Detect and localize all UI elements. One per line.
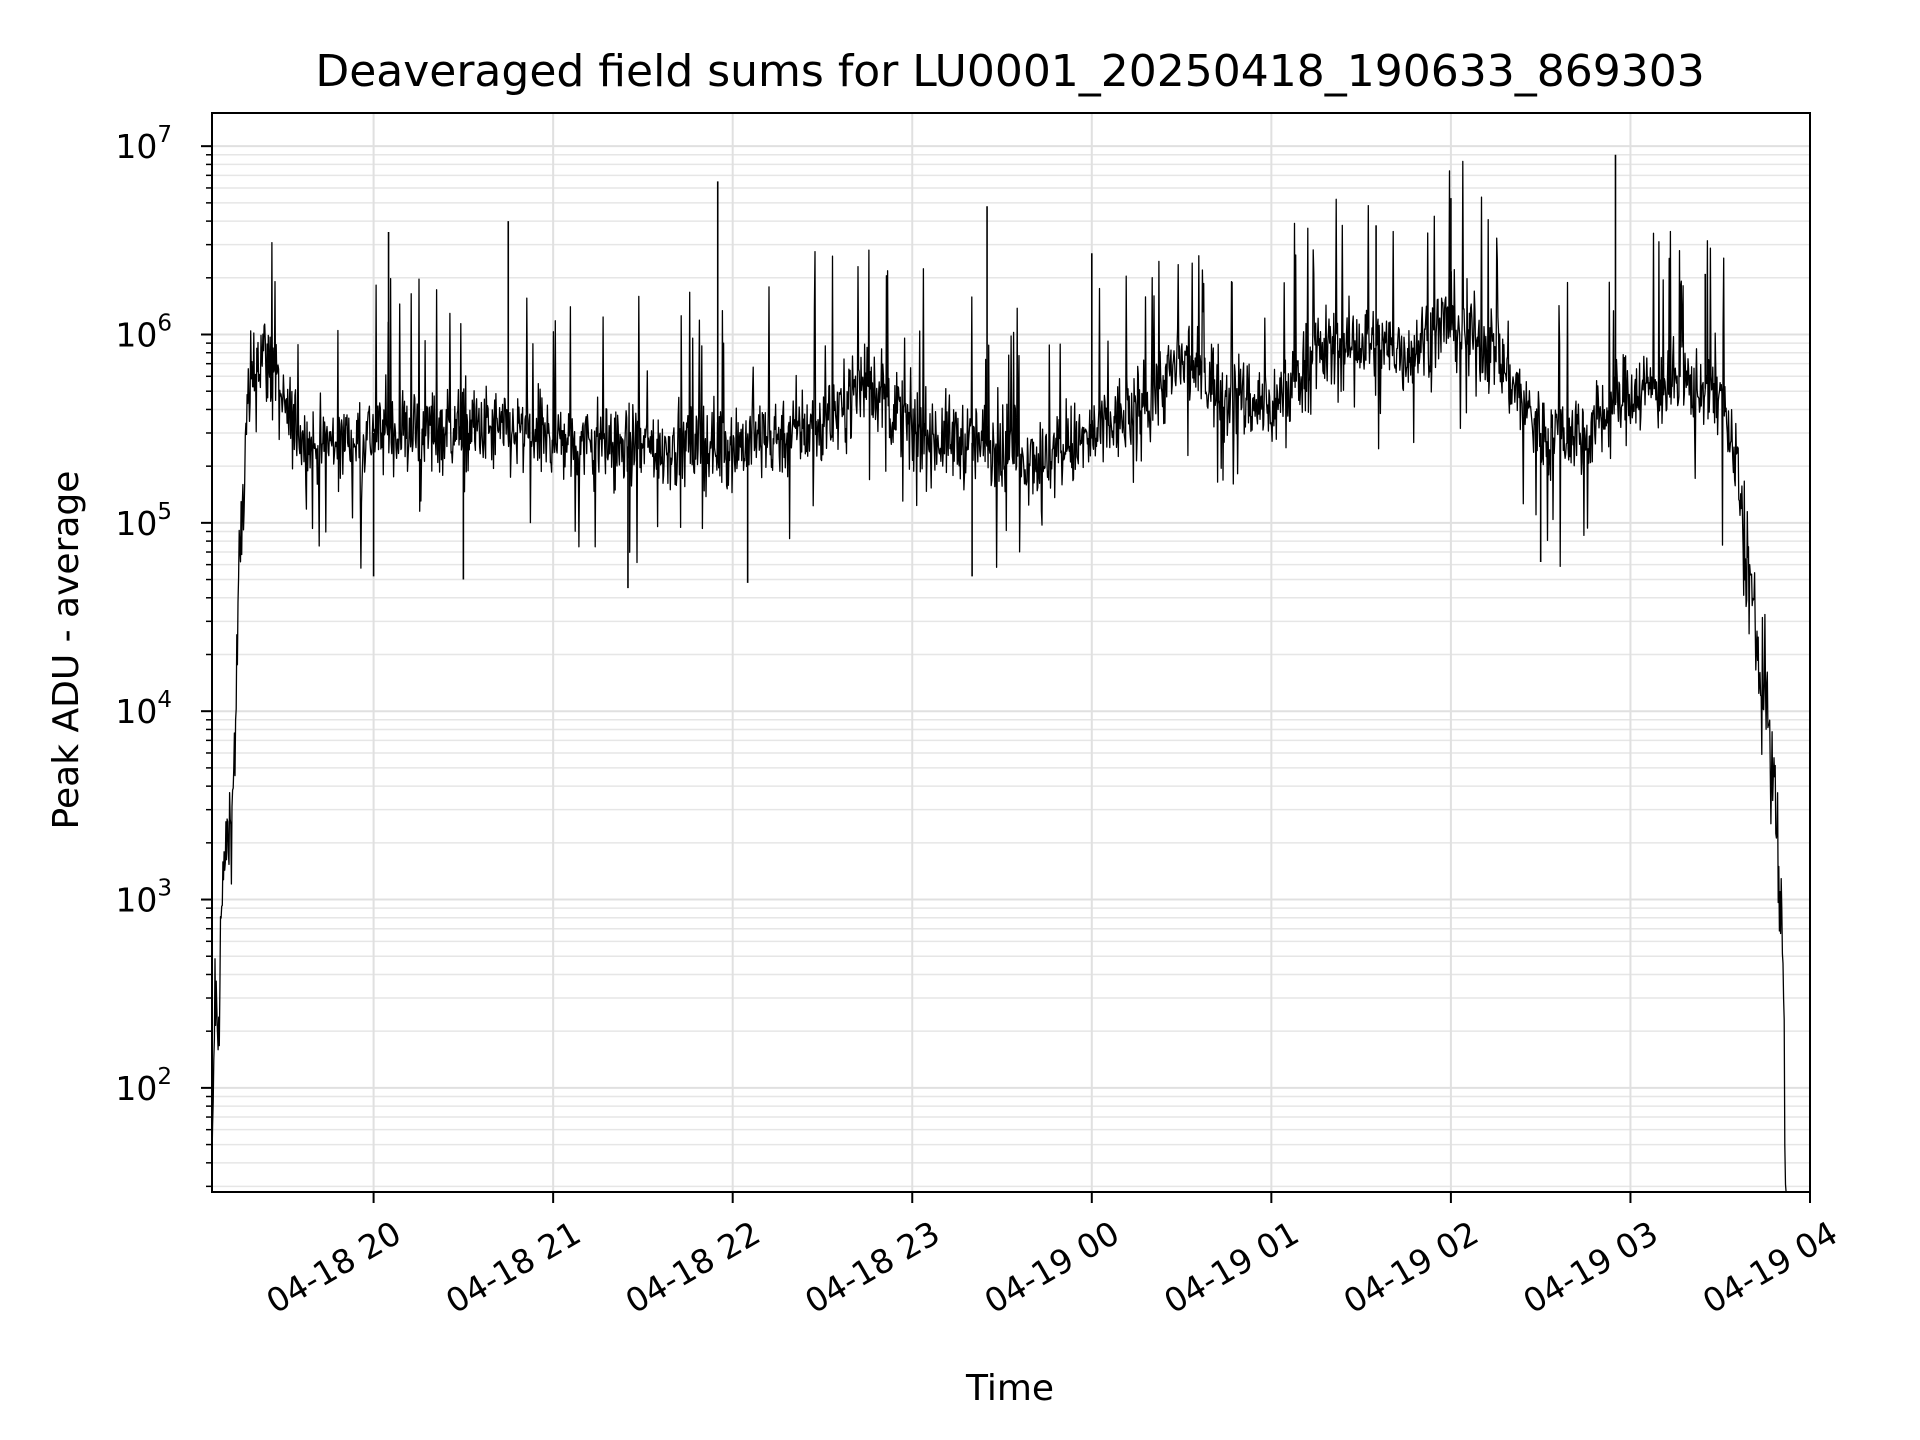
y-tick-label: 103 xyxy=(115,876,172,920)
y-tick-base: 10 xyxy=(115,692,157,731)
series-layer xyxy=(211,154,1787,1193)
y-tick-exponent: 3 xyxy=(157,876,172,902)
y-tick-label: 104 xyxy=(115,687,172,731)
y-tick-base: 10 xyxy=(115,504,157,543)
x-axis-title: Time xyxy=(965,1368,1054,1409)
y-tick-label: 102 xyxy=(115,1064,172,1108)
y-tick-base: 10 xyxy=(115,881,157,920)
chart-title: Deaveraged field sums for LU0001_2025041… xyxy=(315,46,1704,97)
y-tick-label: 105 xyxy=(115,499,172,543)
y-tick-base: 10 xyxy=(115,316,157,355)
y-tick-base: 10 xyxy=(115,127,157,166)
plot-frame xyxy=(211,112,1811,1193)
y-tick-exponent: 4 xyxy=(157,687,172,713)
series-line xyxy=(211,160,1787,1193)
y-tick-exponent: 5 xyxy=(157,499,172,525)
y-tick-exponent: 7 xyxy=(157,122,172,148)
grid-minor xyxy=(206,154,1810,1188)
y-tick-exponent: 2 xyxy=(157,1064,172,1090)
y-tick-label: 107 xyxy=(115,122,172,166)
y-axis-title: Peak ADU - average xyxy=(46,471,87,830)
y-tick-exponent: 6 xyxy=(157,311,172,337)
y-tick-label: 106 xyxy=(115,311,172,355)
y-tick-base: 10 xyxy=(115,1069,157,1108)
